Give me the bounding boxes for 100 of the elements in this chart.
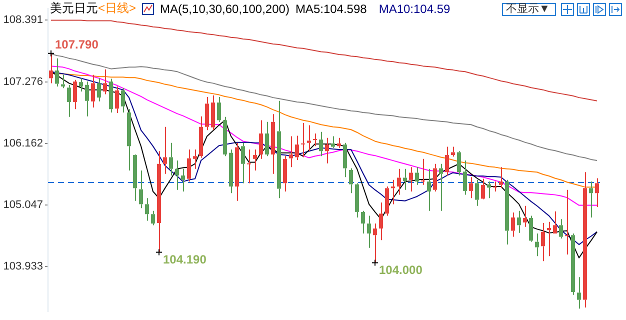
candlestick	[271, 114, 275, 174]
candlestick	[493, 181, 497, 192]
candlestick	[181, 168, 185, 192]
candlestick	[301, 122, 305, 158]
candlestick	[529, 215, 533, 242]
candlestick	[385, 186, 389, 216]
candlestick	[379, 202, 383, 241]
y-tick-label: 106.162	[3, 137, 43, 150]
candlestick	[139, 170, 143, 209]
candlestick	[199, 116, 203, 158]
candlestick	[187, 149, 191, 182]
candlestick	[565, 189, 569, 255]
candlestick	[553, 210, 557, 234]
candlestick	[541, 222, 545, 262]
candlestick	[205, 96, 209, 131]
candlestick	[55, 58, 59, 88]
candlestick	[151, 210, 155, 226]
candlestick	[481, 178, 485, 199]
candlestick	[319, 131, 323, 157]
candlestick	[169, 142, 173, 176]
candlestick	[409, 166, 413, 192]
annotation: MA(5,10,30,60,100,200)	[160, 2, 290, 16]
candlestick	[235, 142, 239, 202]
candlestick	[571, 232, 575, 296]
candlestick	[241, 142, 245, 184]
candlestick	[109, 78, 113, 113]
candlestick	[487, 181, 491, 199]
candlestick	[121, 88, 125, 113]
y-tick-label: 108.391	[3, 14, 43, 26]
candlestick	[367, 215, 371, 248]
candlestick	[517, 210, 521, 234]
candlestick	[127, 108, 131, 171]
candlestick	[247, 149, 251, 184]
candlestick	[265, 121, 269, 157]
candlestick	[523, 205, 527, 228]
candlestick	[85, 81, 89, 117]
annotation: 104.000	[379, 263, 423, 278]
candlestick	[175, 160, 179, 190]
annotation: 不显示▼	[502, 3, 556, 16]
candlestick	[253, 149, 257, 171]
candlestick	[499, 166, 503, 189]
candlestick	[289, 136, 293, 168]
candlestick	[457, 150, 461, 176]
candlestick	[211, 94, 215, 131]
candlestick	[421, 158, 425, 186]
candlestick	[229, 149, 233, 194]
candlestick	[103, 68, 107, 95]
candlestick	[325, 137, 329, 164]
candlestick	[355, 182, 359, 218]
candlestick	[193, 149, 197, 170]
annotation: MA5:104.598	[295, 2, 367, 16]
candlestick	[307, 124, 311, 152]
candlestick	[145, 198, 149, 222]
candlestick	[433, 163, 437, 192]
candlestick	[397, 168, 401, 196]
candlestick	[415, 166, 419, 186]
candlestick	[451, 146, 455, 158]
candlestick	[163, 126, 167, 174]
candlestick	[427, 168, 431, 212]
candlestick	[547, 221, 551, 257]
candlestick	[223, 116, 227, 157]
candlestick	[73, 79, 77, 110]
annotation: 104.190	[163, 252, 207, 267]
candlestick	[277, 100, 281, 199]
annotation: MA10:104.59	[378, 2, 450, 16]
candlestick	[463, 160, 467, 196]
candlestick	[343, 142, 347, 178]
candlestick	[595, 178, 599, 208]
candlestick	[511, 212, 515, 238]
candlestick	[97, 78, 101, 102]
candlestick	[217, 96, 221, 122]
chart-subtitle: <日线>	[98, 1, 136, 15]
candlestick	[115, 86, 119, 114]
y-tick-label: 103.933	[3, 260, 43, 273]
candlestick	[577, 276, 581, 310]
candlestick	[475, 179, 479, 206]
y-tick-label: 107.276	[3, 76, 43, 88]
candlestick	[403, 168, 407, 190]
candlestick	[259, 120, 263, 160]
annotation: 107.790	[55, 38, 99, 52]
candlestick	[79, 78, 83, 92]
candlestick	[589, 181, 593, 218]
candlestick	[337, 137, 341, 148]
candlestick	[331, 136, 335, 148]
candlestick	[583, 172, 587, 308]
y-tick-label: 105.047	[3, 198, 43, 211]
chart-title: 美元日元	[50, 1, 98, 15]
candlestick	[283, 156, 287, 192]
candlestick	[61, 74, 65, 89]
candlestick	[91, 74, 95, 108]
candlestick	[67, 84, 71, 118]
candlestick	[295, 135, 299, 160]
candlestick	[505, 179, 509, 246]
candlestick	[445, 146, 449, 176]
candlestick	[559, 218, 563, 239]
candlestick	[469, 176, 473, 199]
candlestick	[349, 168, 353, 194]
candlestick	[535, 232, 539, 257]
candlestick	[361, 210, 365, 234]
candlestick	[439, 163, 443, 212]
